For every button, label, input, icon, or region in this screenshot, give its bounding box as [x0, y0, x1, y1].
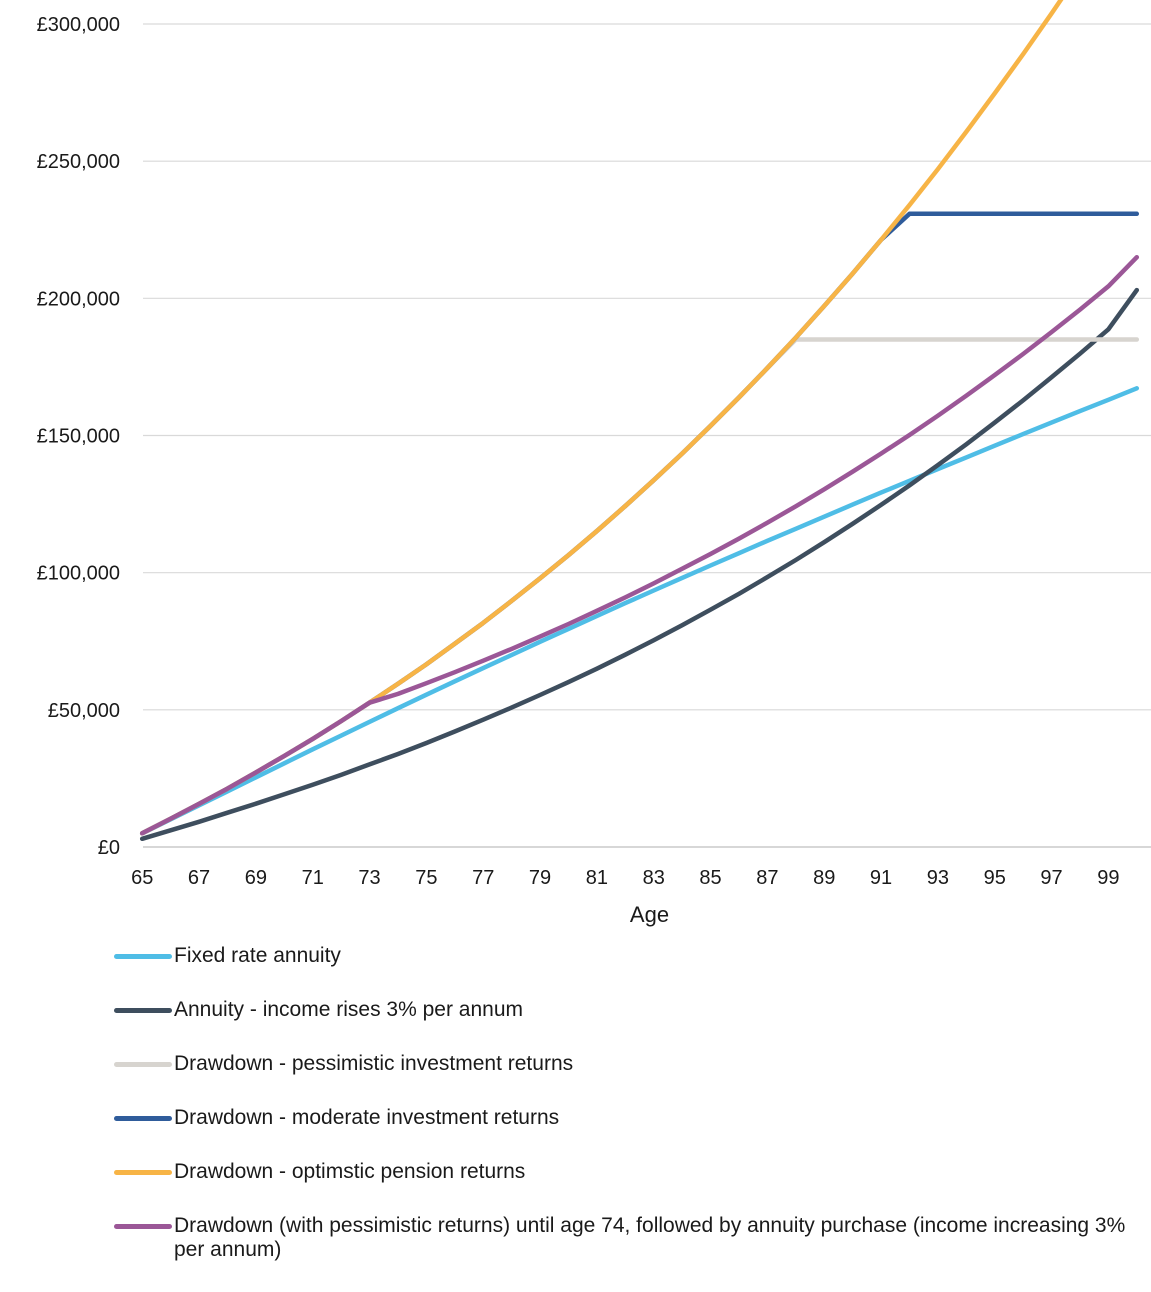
series-lines [139, 0, 1140, 842]
x-tick-label: 81 [586, 867, 608, 889]
x-tick-label: 95 [984, 867, 1006, 889]
legend-swatch [114, 954, 172, 959]
legend: Fixed rate annuity Annuity - income rises… [114, 944, 1151, 1292]
series-line-1 [139, 386, 1140, 836]
series-line-2 [139, 287, 1140, 842]
x-tick-label: 77 [472, 867, 494, 889]
y-axis-tick-labels: £0 £50,000 £100,000 £150,000 £200,000 £250,00… [37, 14, 120, 859]
x-tick-label: 79 [529, 867, 551, 889]
legend-label: Drawdown - moderate investment returns [174, 1106, 560, 1129]
legend-swatch [114, 1062, 172, 1067]
y-tick-label: £300,000 [37, 14, 120, 36]
y-tick-label: £250,000 [37, 151, 120, 173]
legend-swatch [114, 1224, 172, 1229]
y-tick-label: £50,000 [48, 700, 120, 722]
x-tick-label: 85 [699, 867, 721, 889]
x-tick-label: 71 [302, 867, 324, 889]
legend-item: Annuity - income rises 3% per annum [114, 998, 1151, 1022]
series-line-6 [139, 254, 1140, 836]
legend-swatch [114, 1116, 172, 1121]
x-tick-label: 89 [813, 867, 835, 889]
series-line-4 [139, 211, 1140, 836]
x-tick-label: 69 [245, 867, 267, 889]
y-tick-label: £100,000 [37, 563, 120, 585]
legend-swatch [114, 1008, 172, 1013]
y-tick-label: £200,000 [37, 288, 120, 310]
legend-item: Drawdown - moderate investment returns [114, 1106, 1151, 1130]
gridlines [143, 23, 1151, 848]
y-tick-label: £0 [98, 837, 120, 859]
legend-item: Drawdown - pessimistic investment return… [114, 1052, 1151, 1076]
x-tick-label: 83 [643, 867, 665, 889]
x-tick-label: 73 [358, 867, 380, 889]
x-axis-title: Age [630, 902, 669, 927]
legend-label: Annuity - income rises 3% per annum [174, 998, 523, 1021]
legend-label: Drawdown - optimstic pension returns [174, 1160, 526, 1183]
legend-item: Drawdown - optimstic pension returns [114, 1160, 1151, 1184]
legend-label: Fixed rate annuity [174, 944, 341, 967]
x-tick-label: 91 [870, 867, 892, 889]
legend-item: Fixed rate annuity [114, 944, 1151, 968]
x-tick-label: 67 [188, 867, 210, 889]
x-tick-label: 75 [415, 867, 437, 889]
legend-label: Drawdown (with pessimistic returns) unti… [174, 1214, 1126, 1261]
legend-label: Drawdown - pessimistic investment return… [174, 1052, 574, 1075]
line-chart: £0 £50,000 £100,000 £150,000 £200,000 £250,00… [37, 0, 1151, 927]
x-tick-label: 93 [927, 867, 949, 889]
x-tick-label: 97 [1040, 867, 1062, 889]
legend-item: Drawdown (with pessimistic returns) unti… [114, 1214, 1151, 1262]
x-tick-label: 99 [1097, 867, 1119, 889]
series-line-5 [139, 0, 1064, 836]
x-axis-tick-labels: 65 67 69 71 73 75 77 79 81 83 85 87 89 91 93 95 97 99 [131, 867, 1119, 889]
x-tick-label: 87 [756, 867, 778, 889]
y-tick-label: £150,000 [37, 426, 120, 448]
legend-swatch [114, 1170, 172, 1175]
x-tick-label: 65 [131, 867, 153, 889]
